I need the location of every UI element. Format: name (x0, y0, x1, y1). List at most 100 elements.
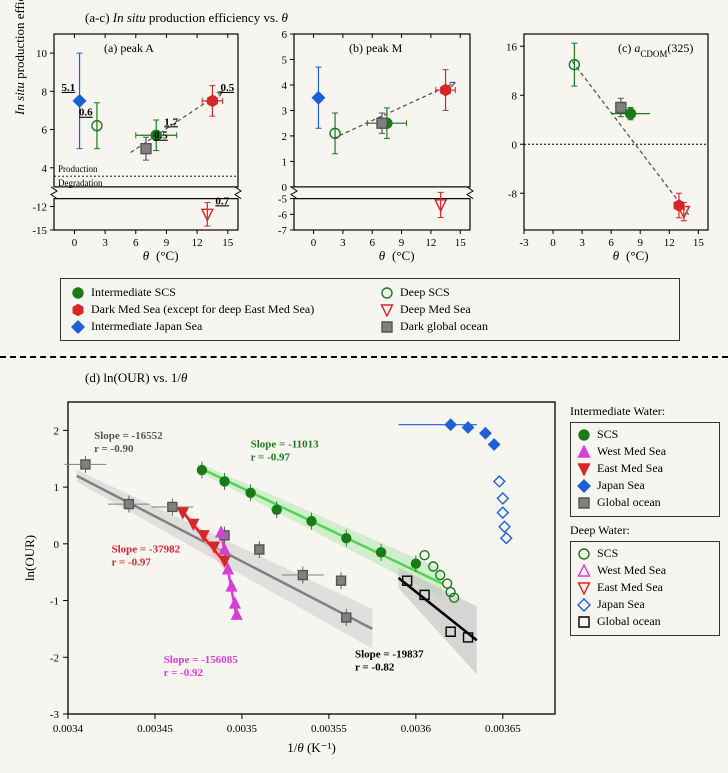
legend-item: Intermediate SCS (71, 285, 360, 300)
svg-text:5: 5 (282, 54, 288, 66)
svg-text:-15: -15 (32, 225, 47, 237)
svg-text:Slope = -16552: Slope = -16552 (94, 430, 163, 442)
svg-text:4: 4 (282, 80, 288, 92)
svg-text:2: 2 (54, 425, 60, 437)
panel-b: 036912150123456-7-6-5(b) peak Mθ (°C) (252, 28, 480, 268)
svg-text:(b) peak M: (b) peak M (349, 41, 403, 55)
svg-text:1.7: 1.7 (164, 116, 178, 128)
legend-group-box: SCS West Med Sea East Med Sea Japan Sea Glob… (570, 541, 720, 636)
svg-text:0: 0 (54, 539, 60, 551)
svg-text:ln(OUR): ln(OUR) (22, 535, 37, 581)
panel-d: 0.00340.003450.00350.003550.00360.00365-… (12, 392, 567, 767)
svg-text:0.00365: 0.00365 (485, 723, 521, 735)
legend-item: West Med Sea (577, 444, 713, 459)
svg-text:1/θ (K⁻¹): 1/θ (K⁻¹) (287, 740, 336, 755)
svg-text:(°C): (°C) (626, 248, 649, 263)
legend-item: Intermediate Japan Sea (71, 319, 360, 334)
legend-top: Intermediate SCS Deep SCS Dark Med Sea (ex… (60, 278, 680, 341)
svg-text:0: 0 (282, 182, 288, 194)
svg-text:3: 3 (579, 237, 585, 249)
svg-text:0.6: 0.6 (79, 107, 93, 119)
legend-item: SCS (577, 427, 713, 442)
svg-text:15: 15 (455, 237, 467, 249)
svg-text:-1: -1 (50, 596, 59, 608)
svg-text:(a) peak A: (a) peak A (104, 41, 154, 55)
svg-text:0.0035: 0.0035 (227, 723, 258, 735)
svg-text:0.0036: 0.0036 (401, 723, 432, 735)
svg-text:Slope = -37982: Slope = -37982 (111, 543, 180, 555)
svg-text:15: 15 (693, 237, 705, 249)
svg-text:16: 16 (506, 41, 518, 53)
legend-group-title: Deep Water: (570, 523, 720, 538)
legend-item: Japan Sea (577, 597, 713, 612)
svg-text:4: 4 (42, 163, 48, 175)
legend-item: Deep SCS (380, 285, 669, 300)
svg-text:0: 0 (311, 237, 317, 249)
svg-text:r = -0.82: r = -0.82 (355, 661, 395, 673)
svg-text:Degradation: Degradation (58, 178, 103, 188)
legend-group-box: SCSWest Med SeaEast Med SeaJapan SeaGlob… (570, 422, 720, 517)
svg-text:0.5: 0.5 (154, 130, 168, 142)
panel-a: 0369121546810-15-12ProductionDegradation… (12, 28, 248, 268)
svg-text:-8: -8 (508, 188, 518, 200)
figure-container: (a-c) In situ production efficiency vs. … (0, 0, 728, 773)
legend-item: Deep Med Sea (380, 302, 669, 317)
svg-text:5.1: 5.1 (62, 82, 76, 94)
svg-text:12: 12 (425, 237, 436, 249)
svg-text:8: 8 (512, 90, 518, 102)
legend-item: Global ocean (577, 614, 713, 629)
legend-item: Dark Med Sea (except for deep East Med S… (71, 302, 360, 317)
svg-text:r = -0.97: r = -0.97 (111, 556, 151, 568)
svg-text:0.5: 0.5 (220, 82, 234, 94)
section-divider (0, 356, 728, 358)
legend-item: East Med Sea (577, 461, 713, 476)
svg-text:(°C): (°C) (392, 248, 415, 263)
svg-text:Production: Production (58, 164, 98, 174)
svg-text:6: 6 (369, 237, 375, 249)
svg-text:θ: θ (379, 248, 386, 263)
svg-text:θ: θ (613, 248, 620, 263)
svg-text:Slope = -19837: Slope = -19837 (355, 648, 424, 660)
svg-text:6: 6 (133, 237, 139, 249)
svg-text:θ: θ (143, 248, 150, 263)
top-charts-row: 0369121546810-15-12ProductionDegradation… (12, 28, 720, 268)
legend-item: Global ocean (577, 495, 713, 510)
legend-side: Intermediate Water: SCS West Med Sea East M… (570, 398, 720, 636)
svg-text:-12: -12 (32, 201, 47, 213)
svg-text:1: 1 (282, 156, 288, 168)
bottom-section-title: (d) ln(OUR) vs. 1/θ (85, 370, 187, 386)
svg-text:6: 6 (42, 125, 48, 137)
svg-text:10: 10 (36, 48, 48, 60)
svg-text:0.7: 0.7 (215, 195, 229, 207)
svg-text:0: 0 (512, 139, 518, 151)
svg-text:8: 8 (42, 86, 48, 98)
legend-item: SCS (577, 546, 713, 561)
top-section-title: (a-c) In situ production efficiency vs. … (85, 10, 288, 26)
svg-text:12: 12 (664, 237, 675, 249)
svg-text:(c) aCDOM(325): (c) aCDOM(325) (618, 41, 693, 59)
legend-item: East Med Sea (577, 580, 713, 595)
svg-text:2: 2 (282, 131, 288, 143)
svg-text:Slope = -156085: Slope = -156085 (164, 654, 239, 666)
svg-text:Slope = -11013: Slope = -11013 (251, 438, 319, 450)
svg-text:-3: -3 (519, 237, 529, 249)
svg-text:0: 0 (550, 237, 556, 249)
svg-text:3: 3 (340, 237, 346, 249)
svg-text:0: 0 (72, 237, 78, 249)
legend-group-title: Intermediate Water: (570, 404, 720, 419)
svg-text:1: 1 (54, 482, 60, 494)
svg-text:6: 6 (282, 29, 288, 41)
svg-text:r = -0.97: r = -0.97 (251, 451, 291, 463)
svg-text:0.0034: 0.0034 (53, 723, 84, 735)
legend-item: West Med Sea (577, 563, 713, 578)
svg-text:3: 3 (282, 105, 288, 117)
svg-text:(°C): (°C) (156, 248, 179, 263)
svg-text:-7: -7 (278, 225, 288, 237)
svg-text:-6: -6 (278, 209, 288, 221)
svg-text:15: 15 (222, 237, 234, 249)
svg-text:-2: -2 (50, 652, 59, 664)
legend-item: Dark global ocean (380, 319, 669, 334)
svg-text:12: 12 (192, 237, 203, 249)
svg-text:-3: -3 (50, 709, 60, 721)
svg-text:r = -0.90: r = -0.90 (94, 443, 134, 455)
